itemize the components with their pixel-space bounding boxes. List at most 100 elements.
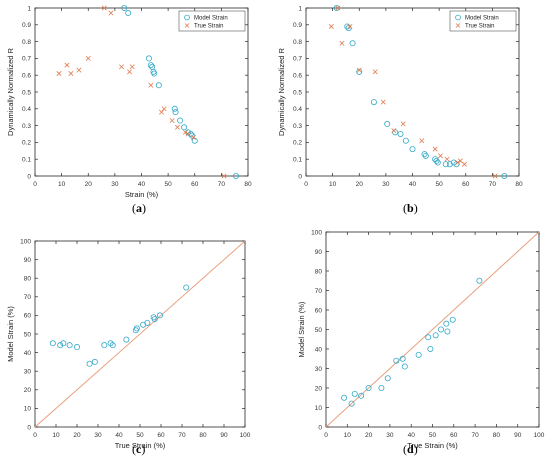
model-point bbox=[155, 82, 162, 89]
true-point bbox=[85, 55, 91, 61]
model-point bbox=[66, 342, 73, 349]
model-point bbox=[427, 345, 434, 352]
x-tick-label: 80 bbox=[244, 181, 252, 188]
model-point bbox=[348, 400, 355, 407]
x-tick-label: 10 bbox=[52, 432, 60, 439]
y-tick-label: 50 bbox=[24, 331, 32, 338]
true-point bbox=[372, 69, 378, 75]
y-tick-label: 0.6 bbox=[293, 73, 302, 80]
model-point bbox=[393, 357, 400, 364]
model-point bbox=[123, 336, 130, 343]
y-tick-label: 0 bbox=[298, 173, 302, 180]
y-tick-label: 30 bbox=[315, 366, 323, 373]
x-tick-label: 10 bbox=[58, 181, 66, 188]
model-point bbox=[341, 394, 348, 401]
x-tick-label: 60 bbox=[157, 432, 165, 439]
model-point bbox=[57, 342, 64, 349]
y-tick-label: 20 bbox=[24, 387, 32, 394]
model-point bbox=[433, 157, 440, 164]
x-tick-label: 40 bbox=[409, 181, 417, 188]
chart-a: 0 10 20 30 40 50 60 70 80 0 0.1 0.2 0.3 0.4 0.5 0.6 0.7 0… bbox=[6, 5, 252, 199]
true-point bbox=[101, 5, 107, 11]
y-tick-label: 0 bbox=[27, 424, 31, 431]
model-point bbox=[344, 23, 351, 30]
x-axis-label: True Strain (%) bbox=[407, 441, 458, 450]
x-tick-label: 0 bbox=[33, 181, 37, 188]
y-tick-label: 0.8 bbox=[293, 39, 302, 46]
true-point bbox=[455, 160, 461, 166]
y-tick-label: 90 bbox=[315, 249, 323, 256]
x-tick-label: 20 bbox=[73, 432, 81, 439]
y-tick-label: 0 bbox=[318, 424, 322, 431]
x-tick-label: 100 bbox=[240, 432, 251, 439]
model-point bbox=[356, 68, 363, 75]
legend-entry: Model Strain bbox=[465, 16, 499, 22]
y-tick-label: 10 bbox=[315, 405, 323, 412]
model-point bbox=[449, 316, 456, 323]
legend-box bbox=[449, 10, 517, 32]
x-tick-label: 100 bbox=[534, 432, 545, 439]
x-tick-label: 0 bbox=[33, 432, 37, 439]
true-point bbox=[182, 129, 188, 135]
model-point bbox=[349, 40, 356, 47]
plot-area-a bbox=[34, 7, 249, 177]
model-point bbox=[401, 363, 408, 370]
model-point bbox=[432, 332, 439, 339]
true-point bbox=[148, 82, 154, 88]
y-tick-label: 100 bbox=[20, 238, 31, 245]
model-point bbox=[172, 109, 179, 116]
model-point bbox=[145, 55, 152, 62]
true-point bbox=[68, 71, 74, 77]
y-tick-label: 90 bbox=[24, 257, 32, 264]
x-tick-label: 70 bbox=[218, 181, 226, 188]
legend-a: Model Strain True Strain bbox=[178, 10, 246, 32]
model-point bbox=[421, 151, 428, 158]
true-point bbox=[76, 67, 82, 73]
model-point bbox=[422, 152, 429, 159]
x-tick-label: 0 bbox=[324, 432, 328, 439]
x-tick-label: 50 bbox=[429, 432, 437, 439]
y-axis-label: Dynamically Normalized R bbox=[277, 47, 286, 136]
panel-label-b: (b) bbox=[403, 201, 418, 215]
true-point bbox=[169, 118, 175, 124]
model-point bbox=[60, 340, 67, 347]
y-tick-label: 0.8 bbox=[22, 39, 31, 46]
true-point bbox=[461, 161, 467, 167]
y-tick-label: 10 bbox=[24, 406, 32, 413]
true-point bbox=[129, 64, 135, 70]
y-tick-label: 80 bbox=[24, 276, 32, 283]
legend-box bbox=[178, 10, 246, 32]
model-point bbox=[171, 105, 178, 112]
true-point bbox=[347, 23, 353, 29]
model-point bbox=[444, 328, 451, 335]
data-marks-d bbox=[341, 277, 483, 407]
y-axis-label: Dynamically Normalized R bbox=[6, 47, 15, 136]
model-point bbox=[91, 358, 98, 365]
model-point bbox=[399, 355, 406, 362]
true-point bbox=[64, 62, 70, 68]
true-point bbox=[432, 146, 438, 152]
x-tick-label: 30 bbox=[111, 181, 119, 188]
legend-entry: Model Strain bbox=[194, 16, 228, 22]
x-tick-label: 70 bbox=[178, 432, 186, 439]
model-point bbox=[370, 99, 377, 106]
x-tick-label: 80 bbox=[493, 432, 501, 439]
true-point bbox=[185, 131, 191, 137]
y-tick-label: 1 bbox=[27, 5, 31, 12]
true-point bbox=[356, 67, 362, 73]
x-tick-label: 60 bbox=[191, 181, 199, 188]
data-marks-a bbox=[56, 5, 240, 179]
legend-marker-model bbox=[184, 14, 190, 21]
y-tick-label: 30 bbox=[24, 369, 32, 376]
x-tick-label: 20 bbox=[356, 181, 364, 188]
x-tick-label: 90 bbox=[514, 432, 522, 439]
model-point bbox=[151, 70, 158, 77]
true-point bbox=[444, 156, 450, 162]
model-point bbox=[125, 10, 132, 17]
x-tick-label: 70 bbox=[489, 181, 497, 188]
data-marks-c bbox=[49, 284, 190, 367]
true-point bbox=[339, 40, 345, 46]
y-tick-label: 0.9 bbox=[293, 22, 302, 29]
data-marks-b bbox=[328, 5, 508, 179]
